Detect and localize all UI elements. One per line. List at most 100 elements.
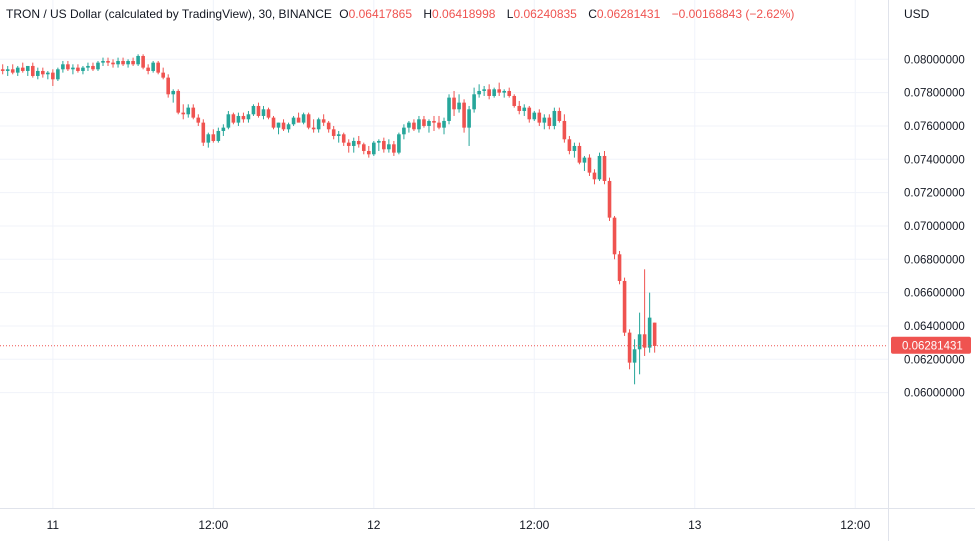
candle-up: [286, 122, 291, 133]
candle-body: [10, 69, 15, 73]
candle-body: [171, 90, 176, 95]
candle-body: [517, 105, 522, 111]
price-tick-label: 0.07200000: [904, 188, 965, 200]
candle-down: [241, 112, 246, 123]
candle-body: [366, 150, 371, 155]
candle-down: [30, 62, 35, 78]
candle-down: [592, 169, 597, 185]
candle-body: [612, 217, 617, 255]
candle-body: [562, 120, 567, 140]
candle-down: [211, 129, 216, 143]
candle-body: [321, 119, 326, 123]
candle-body: [41, 70, 45, 75]
candle-down: [627, 329, 632, 370]
candle-body: [296, 117, 301, 123]
candle-body: [191, 107, 196, 118]
candle-body: [351, 140, 356, 146]
candle-up: [261, 105, 266, 120]
candle-body: [487, 89, 491, 96]
candle-up: [372, 140, 376, 156]
candle-body: [181, 112, 186, 115]
candle-up: [221, 124, 226, 136]
candle-up: [116, 57, 120, 68]
time-tick-label: 13: [688, 518, 702, 532]
candle-down: [422, 115, 426, 128]
candle-body: [306, 114, 311, 128]
candle-body: [66, 64, 70, 70]
candle-up: [336, 130, 341, 143]
candle-body: [647, 317, 652, 348]
candle-body: [30, 65, 35, 76]
candle-body: [341, 134, 346, 143]
candle-down: [622, 277, 627, 336]
candle-down: [331, 125, 336, 140]
candle-up: [46, 70, 50, 80]
price-tick-label: 0.06400000: [904, 321, 965, 333]
candle-body: [422, 119, 426, 126]
last-price-label: 0.06281431: [902, 341, 963, 353]
candle-up: [447, 94, 451, 125]
candle-up: [387, 139, 391, 153]
price-axis[interactable]: 0.08000000 0.07800000 0.07600000 0.07400000…: [888, 0, 965, 541]
candle-body: [5, 69, 10, 71]
candle-down: [567, 135, 572, 155]
time-tick-label: 11: [47, 518, 60, 532]
candle-body: [156, 62, 160, 73]
candle-body: [176, 90, 181, 113]
candle-body: [392, 144, 396, 153]
candle-body: [542, 117, 547, 123]
candle-body: [231, 114, 236, 123]
time-tick-label: 12:00: [519, 518, 549, 532]
candle-up: [427, 119, 431, 133]
candle-body: [0, 69, 5, 71]
candle-body: [51, 72, 55, 80]
candle-down: [507, 87, 512, 98]
candle-body: [632, 349, 637, 363]
candle-body: [256, 105, 261, 116]
candle-up: [226, 110, 231, 130]
candle-body: [61, 64, 65, 70]
candle-body: [46, 72, 50, 75]
candle-down: [256, 102, 261, 118]
candle-down: [382, 137, 386, 153]
candle-down: [66, 60, 70, 71]
candle-up: [126, 59, 130, 68]
time-axis[interactable]: 11 12:00 12 12:00 13 12:00: [0, 508, 975, 533]
candle-body: [642, 334, 647, 348]
candle-body: [567, 139, 572, 151]
candle-down: [512, 94, 517, 108]
candle-body: [266, 109, 271, 118]
candle-down: [562, 114, 567, 143]
candle-up: [25, 65, 30, 76]
last-price-badge: [891, 336, 971, 354]
candle-body: [186, 107, 191, 115]
candle-body: [477, 90, 481, 95]
candle-body: [387, 144, 391, 150]
candle-down: [141, 54, 145, 70]
currency-label: USD: [904, 7, 930, 21]
candle-down: [131, 57, 135, 66]
candle-up: [377, 139, 381, 151]
candle-body: [216, 130, 221, 141]
candle-down: [161, 67, 165, 80]
candle-up: [5, 65, 10, 76]
candle-body: [241, 115, 246, 120]
candle-down: [437, 115, 441, 130]
candle-down: [432, 115, 436, 131]
candle-up: [632, 339, 637, 385]
candle-body: [226, 114, 231, 128]
candle-up: [216, 127, 221, 143]
candle-body: [382, 140, 386, 150]
candle-body: [281, 122, 286, 130]
candle-body: [116, 60, 120, 65]
candle-body: [136, 55, 140, 65]
price-tick-label: 0.07000000: [904, 221, 965, 233]
candle-down: [266, 107, 271, 120]
candle-down: [181, 104, 186, 120]
candle-body: [442, 120, 446, 128]
price-tick-label: 0.07400000: [904, 154, 965, 166]
candle-body: [121, 60, 125, 65]
close-label: C: [588, 7, 597, 21]
